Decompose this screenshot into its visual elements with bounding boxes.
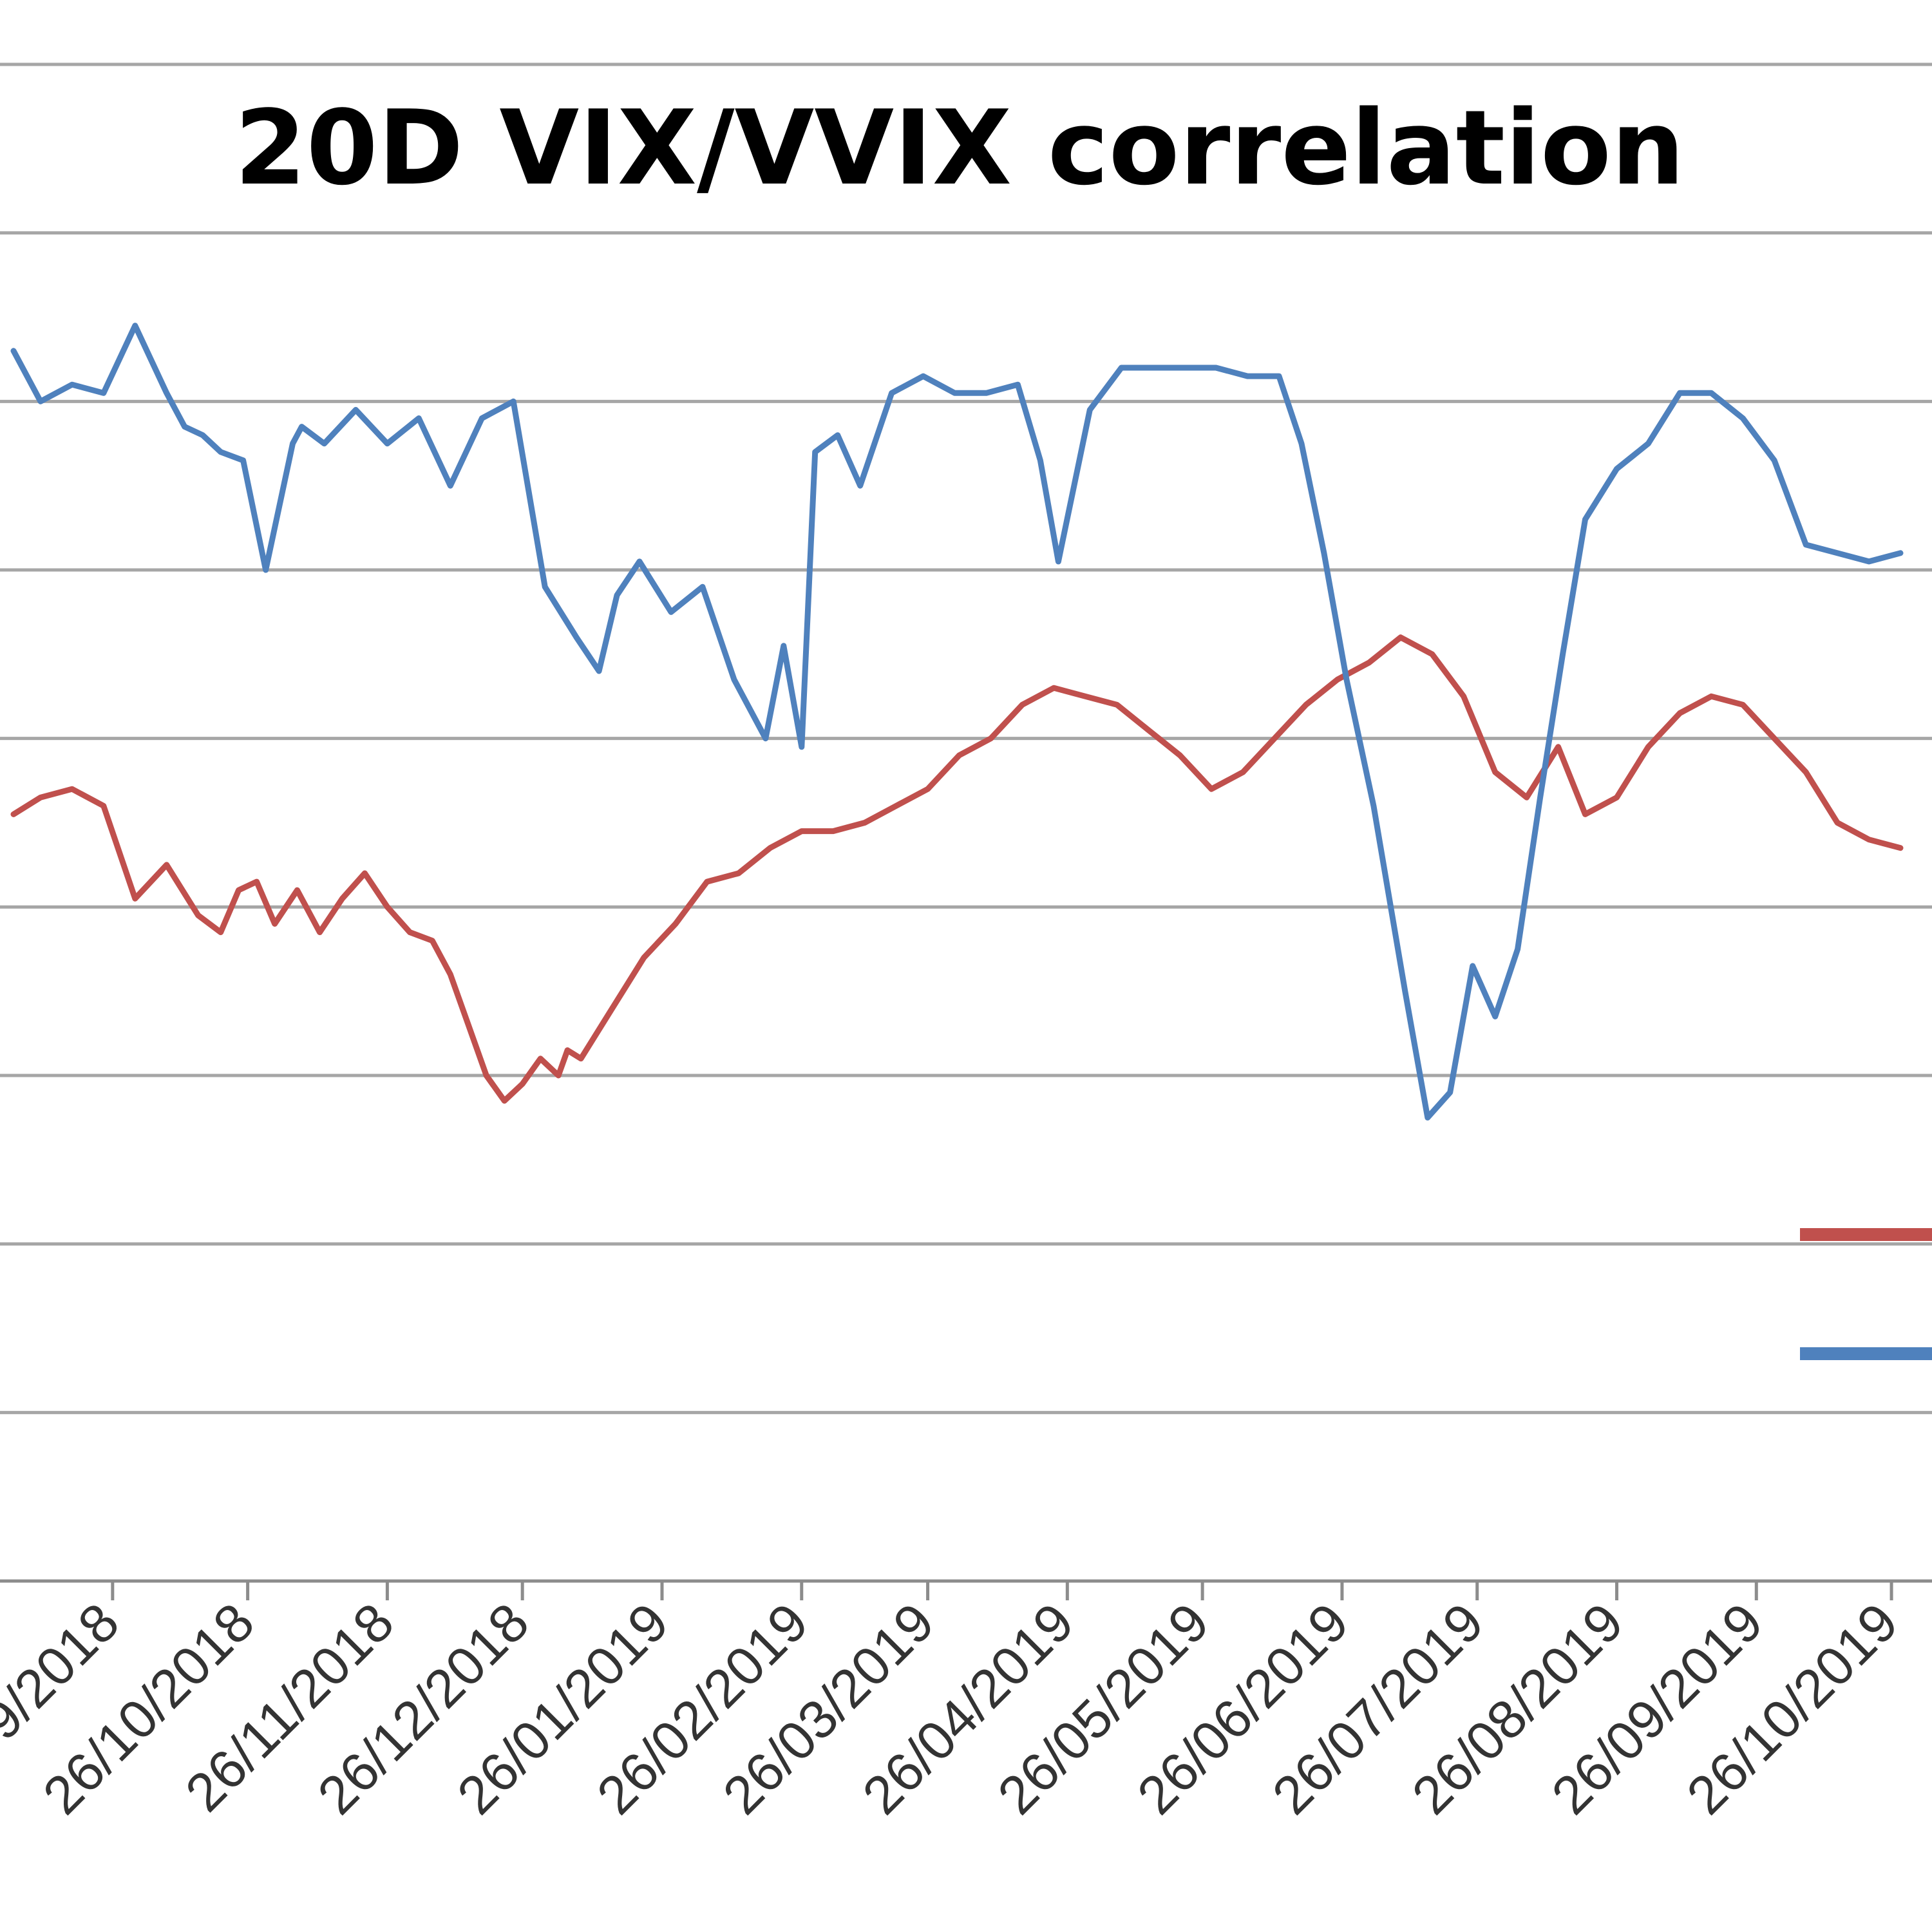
y-gridlines <box>0 62 1932 1414</box>
series-line-2 <box>10 323 1904 1121</box>
legend <box>1800 1228 1932 1360</box>
chart-title: 20D VIX/VVIX correlation <box>234 88 1685 208</box>
series-lines <box>10 323 1904 1121</box>
